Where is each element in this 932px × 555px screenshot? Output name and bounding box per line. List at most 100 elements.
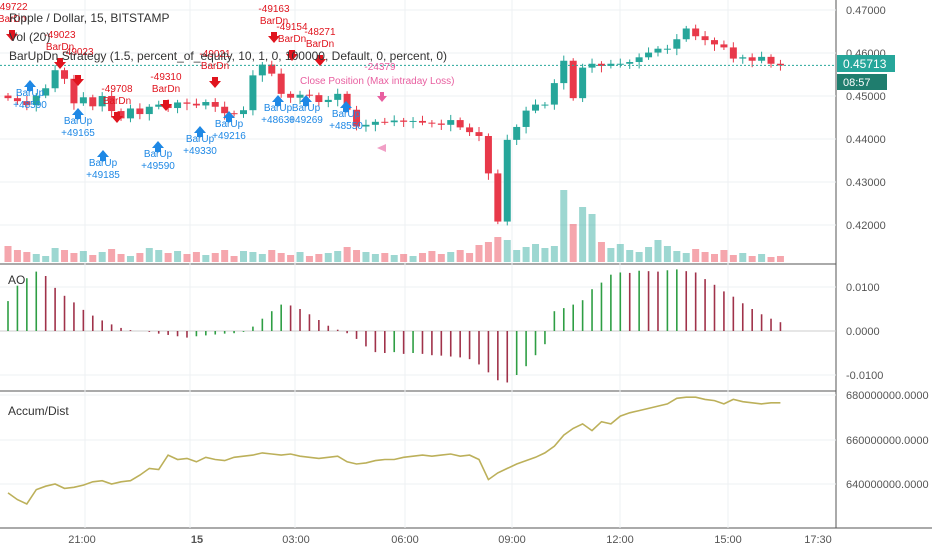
signal-label: -49722 — [0, 2, 28, 13]
signal-label: BarDn — [278, 34, 306, 45]
ad-tick-label: 680000000.0000 — [846, 390, 929, 402]
volume-bar-63 — [597, 242, 605, 262]
volume-bar-62 — [588, 214, 596, 262]
candle-body-70 — [663, 48, 671, 50]
signal-label: BarUp — [186, 134, 215, 145]
volume-bar-15 — [145, 248, 153, 262]
volume-bar-67 — [635, 252, 643, 262]
volume-bar-10 — [98, 252, 106, 262]
signal-label: +48630 — [261, 115, 295, 126]
signal-label: -49708 — [101, 84, 133, 95]
volume-bar-61 — [579, 207, 587, 262]
signal-label: -49023 — [62, 47, 94, 58]
candle-body-36 — [343, 93, 351, 110]
signal-label: -24379 — [364, 62, 396, 73]
bar-up-arrow-icon — [72, 108, 84, 119]
signal-label: BarDn — [306, 39, 334, 50]
volume-bar-34 — [324, 253, 332, 262]
candle-body-2 — [23, 101, 31, 106]
signal-label: -49023 — [44, 30, 76, 41]
price-tick-label: 0.42000 — [846, 220, 886, 232]
volume-bar-12 — [117, 254, 125, 262]
time-tick-label: 06:00 — [391, 534, 419, 546]
ad-axis[interactable]: 680000000.0000 660000000.0000 640000000.00… — [846, 390, 929, 491]
countdown-badge — [837, 74, 887, 90]
bar-up-arrow-icon — [272, 95, 284, 106]
strategy-legend[interactable]: BarUpDn Strategy (1.5, percent_of_equity… — [9, 49, 447, 63]
signal-label: +48590 — [13, 100, 47, 111]
bar-up-arrow-icon — [24, 80, 36, 91]
bar-up-arrow-icon — [300, 95, 312, 106]
signal-label: -48271 — [304, 27, 336, 38]
strategy-signals: -49722BarDn-49023BarDn-49023-49708BarDn-… — [0, 2, 455, 181]
candle-body-43 — [409, 120, 417, 122]
candle-body-63 — [597, 63, 605, 66]
candle-body-11 — [108, 96, 116, 112]
signal-label: BarUp — [89, 158, 118, 169]
bar-up-arrow-icon — [194, 126, 206, 137]
bar-down-arrow-icon — [6, 30, 18, 41]
candle-body-7 — [70, 78, 78, 104]
ad-tick-label: 640000000.0000 — [846, 479, 929, 491]
candle-body-31 — [296, 94, 304, 98]
volume-bar-79 — [748, 256, 756, 262]
signal-label: +49269 — [289, 115, 323, 126]
volume-bar-37 — [353, 250, 361, 262]
ao-axis[interactable]: 0.0100 0.0000 -0.0100 — [846, 282, 883, 382]
ao-title[interactable]: AO — [8, 273, 25, 287]
signal-label: BarUp — [16, 88, 45, 99]
candle-body-14 — [136, 108, 144, 115]
candle-body-16 — [155, 104, 163, 107]
signal-label: +49165 — [61, 128, 95, 139]
candle-body-39 — [371, 121, 379, 125]
candle-body-8 — [79, 97, 87, 104]
volume-bar-54 — [513, 250, 521, 262]
candle-body-24 — [230, 113, 238, 115]
volume-bar-39 — [371, 254, 379, 262]
signal-label: +49216 — [212, 131, 246, 142]
volume-bar-3 — [32, 254, 40, 262]
volume-bar-57 — [541, 248, 549, 262]
volume-bar-81 — [767, 257, 775, 262]
candle-body-82 — [776, 63, 784, 66]
volume-bar-8 — [79, 251, 87, 262]
candle-body-52 — [494, 173, 502, 222]
candle-body-12 — [117, 111, 125, 119]
ad-title[interactable]: Accum/Dist — [8, 404, 69, 418]
time-axis[interactable]: 21:00 15 03:00 06:00 09:00 12:00 15:00 17:30 — [68, 534, 832, 546]
candle-body-68 — [645, 52, 653, 58]
candle-body-57 — [541, 104, 549, 106]
volume-bar-24 — [230, 256, 238, 262]
candle-body-55 — [522, 110, 530, 127]
volume-bar-80 — [758, 254, 766, 262]
candle-body-60 — [569, 60, 577, 99]
volume-bar-40 — [381, 253, 389, 262]
candle-body-74 — [701, 36, 709, 41]
volume-bar-44 — [418, 253, 426, 262]
candle-body-1 — [13, 98, 21, 102]
volume-bar-17 — [164, 253, 172, 262]
volume-bar-1 — [13, 250, 21, 262]
volume-bar-9 — [89, 255, 97, 262]
volume-bar-50 — [475, 245, 483, 262]
candle-body-4 — [42, 88, 50, 96]
volume-bar-20 — [192, 252, 200, 262]
candle-body-58 — [550, 83, 558, 105]
volume-bar-82 — [776, 256, 784, 262]
signal-label: BarDn — [201, 61, 229, 72]
volume-bar-66 — [626, 250, 634, 262]
bar-up-arrow-icon — [152, 141, 164, 152]
candle-body-71 — [673, 39, 681, 49]
signal-label: -49310 — [150, 72, 182, 83]
symbol-title[interactable]: Ripple / Dollar, 15, BITSTAMP — [9, 11, 170, 25]
volume-bar-36 — [343, 247, 351, 262]
volume-legend[interactable]: Vol (20) — [9, 30, 50, 44]
volume-bar-75 — [711, 254, 718, 262]
volume-bar-72 — [682, 253, 690, 262]
candle-body-80 — [758, 56, 766, 61]
candle-body-50 — [475, 132, 483, 136]
candle-body-27 — [258, 64, 266, 76]
signal-label: BarDn — [260, 16, 288, 27]
candle-body-40 — [381, 121, 389, 123]
